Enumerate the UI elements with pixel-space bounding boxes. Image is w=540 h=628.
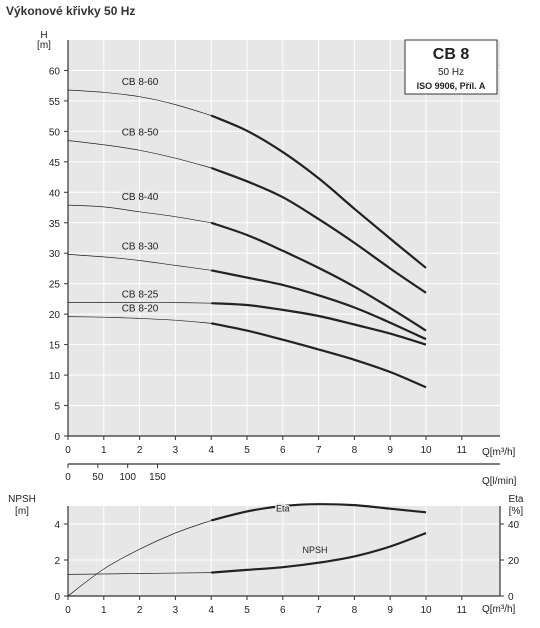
y-axis-unit: [m]	[37, 40, 51, 51]
x-tick-label: 11	[457, 605, 468, 616]
curve-5	[210, 322, 427, 389]
y-tick-label: 25	[49, 280, 61, 291]
curve-extension-4	[68, 302, 212, 304]
x-lmin-tick-label: 0	[65, 472, 71, 483]
page-title: Výkonové křivky 50 Hz	[6, 4, 136, 18]
x-tick-label: 4	[208, 605, 214, 616]
x-tick-label: 8	[352, 605, 358, 616]
series-label: CB 8-25	[122, 290, 159, 301]
series-label: CB 8-60	[122, 77, 159, 88]
curve-extension-3	[67, 254, 212, 271]
x-tick-label: 7	[316, 445, 322, 456]
npsh-tick-label: 4	[54, 520, 60, 531]
curve-1	[210, 166, 427, 294]
series-label: CB 8-40	[122, 192, 159, 203]
npsh-axis-unit: [m]	[15, 506, 29, 517]
series-label-npsh: NPSH	[303, 545, 328, 555]
y-tick-label: 50	[49, 127, 61, 138]
curve-npsh-extension	[67, 572, 212, 575]
legend-title: CB 8	[433, 46, 470, 63]
x-tick-label: 10	[420, 605, 432, 616]
y-tick-label: 15	[49, 341, 61, 352]
eta-axis-unit: [%]	[509, 506, 524, 517]
y-tick-label: 10	[49, 371, 61, 382]
x-tick-label: 0	[65, 445, 71, 456]
x-tick-label: 2	[137, 445, 143, 456]
legend-box	[404, 39, 498, 95]
series-label: CB 8-30	[122, 241, 159, 252]
series-label: CB 8-20	[122, 304, 159, 315]
plot-area-head	[68, 40, 500, 436]
y-tick-label: 35	[49, 219, 61, 230]
legend-frequency: 50 Hz	[438, 67, 464, 78]
x-tick-label: 10	[420, 445, 432, 456]
plot-area-npsh-eta	[68, 506, 500, 596]
y-tick-label: 60	[49, 66, 61, 77]
curve-0	[210, 114, 427, 269]
npsh-tick-label: 2	[54, 556, 60, 567]
series-label-eta: Eta	[276, 503, 290, 513]
eta-tick-label: 0	[508, 592, 514, 603]
x-tick-label: 6	[280, 445, 286, 456]
x-tick-label: 3	[173, 605, 179, 616]
y-tick-label: 5	[54, 402, 60, 413]
x-tick-label: 11	[457, 445, 468, 456]
x-tick-label: 1	[101, 605, 107, 616]
x-lmin-tick-label: 50	[92, 472, 104, 483]
x-tick-label: 5	[244, 605, 250, 616]
curve-extension-5	[67, 316, 212, 324]
y-tick-label: 0	[54, 432, 60, 443]
x-tick-label: 0	[65, 605, 71, 616]
x-tick-label: 7	[316, 605, 322, 616]
series-label: CB 8-50	[122, 128, 159, 139]
x-tick-label: 6	[280, 605, 286, 616]
eta-tick-label: 40	[508, 520, 520, 531]
x-tick-label: 8	[352, 445, 358, 456]
curve-extension-0	[67, 89, 212, 116]
curve-3	[210, 269, 427, 341]
y-axis-label: H	[40, 30, 47, 41]
curve-npsh	[211, 531, 427, 574]
x-lmin-axis-label: Q[l/min]	[482, 476, 517, 487]
x-lmin-tick-label: 150	[149, 472, 166, 483]
x-tick-label: 3	[173, 445, 179, 456]
x-tick-label: 4	[208, 445, 214, 456]
y-tick-label: 20	[49, 310, 61, 321]
curve-2	[210, 221, 427, 332]
legend-standard: ISO 9906, Příl. A	[417, 81, 486, 91]
npsh-axis-label: NPSH	[8, 494, 36, 505]
x-axis-label-bottom: Q[m³/h]	[482, 604, 516, 615]
y-tick-label: 30	[49, 249, 61, 260]
x-tick-label: 9	[387, 445, 393, 456]
curve-eta-extension	[67, 520, 212, 597]
x-tick-label: 1	[101, 445, 107, 456]
x-tick-label: 9	[387, 605, 393, 616]
curve-eta	[210, 503, 427, 522]
x-lmin-tick-label: 100	[119, 472, 136, 483]
x-axis-label: Q[m³/h]	[482, 447, 516, 458]
x-tick-label: 5	[244, 445, 250, 456]
y-tick-label: 40	[49, 188, 61, 199]
eta-tick-label: 20	[508, 556, 520, 567]
eta-axis-label: Eta	[508, 494, 523, 505]
curve-extension-1	[67, 140, 212, 169]
y-tick-label: 45	[49, 158, 61, 169]
curve-4	[211, 302, 427, 346]
npsh-tick-label: 0	[54, 592, 60, 603]
curve-extension-2	[67, 204, 212, 224]
x-tick-label: 2	[137, 605, 143, 616]
y-tick-label: 55	[49, 97, 61, 108]
